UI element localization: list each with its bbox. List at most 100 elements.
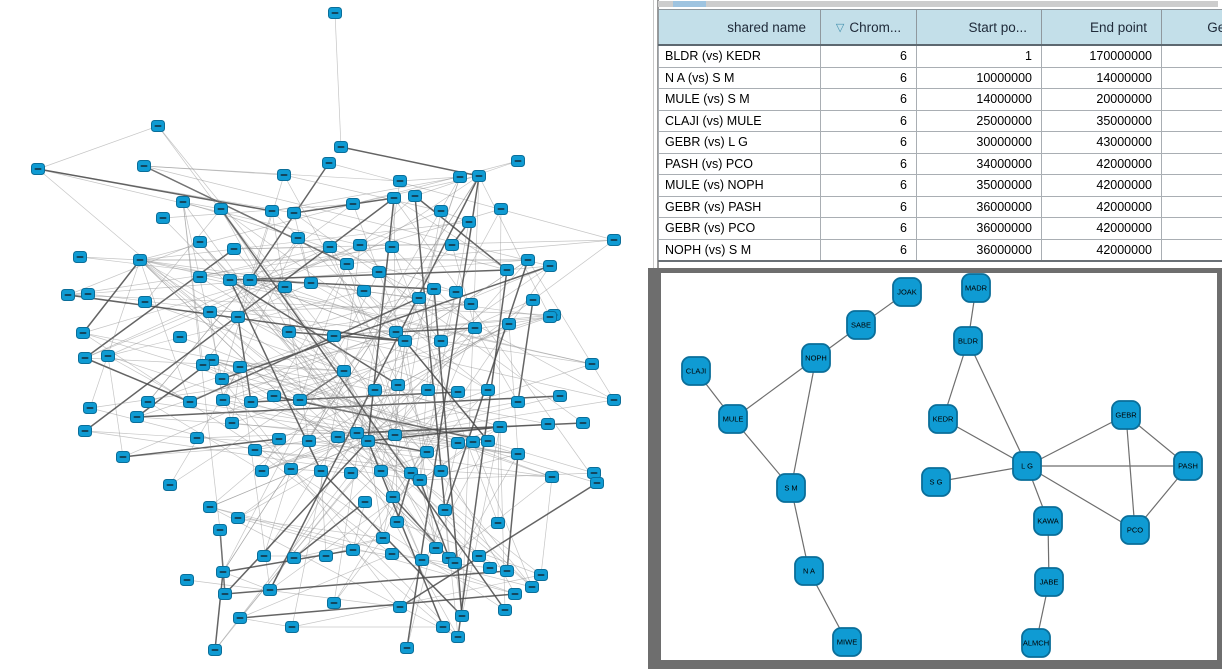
network-node[interactable]: [500, 264, 514, 276]
network-node[interactable]: [498, 604, 512, 616]
network-node[interactable]: [291, 232, 305, 244]
network-node[interactable]: [233, 361, 247, 373]
network-node[interactable]: [445, 239, 459, 251]
table-row[interactable]: N A (vs) S M610000000140000006.6: [658, 66, 1222, 89]
table-scrollbar-thumb[interactable]: [673, 1, 706, 7]
network-node[interactable]: [176, 196, 190, 208]
network-node[interactable]: [196, 359, 210, 371]
network-node[interactable]: [448, 557, 462, 569]
network-node[interactable]: [78, 352, 92, 364]
network-node[interactable]: [216, 566, 230, 578]
network-node[interactable]: [421, 384, 435, 396]
column-header[interactable]: Genetic...: [1161, 9, 1222, 46]
network-node[interactable]: [327, 597, 341, 609]
network-node[interactable]: [287, 207, 301, 219]
network-node[interactable]: [346, 544, 360, 556]
network-node[interactable]: [163, 479, 177, 491]
network-node[interactable]: [468, 322, 482, 334]
network-node[interactable]: [233, 612, 247, 624]
network-node[interactable]: [284, 463, 298, 475]
network-node[interactable]: [390, 516, 404, 528]
network-node[interactable]: [61, 289, 75, 301]
network-node[interactable]: [263, 584, 277, 596]
network-node[interactable]: [521, 254, 535, 266]
network-node[interactable]: [472, 170, 486, 182]
network-node[interactable]: [449, 286, 463, 298]
network-node[interactable]: [391, 379, 405, 391]
network-node[interactable]: [319, 550, 333, 562]
table-row[interactable]: GEBR (vs) PCO636000000420000008.4: [658, 217, 1222, 240]
network-node[interactable]: [361, 435, 375, 447]
network-node[interactable]: [438, 504, 452, 516]
network-node[interactable]: [415, 554, 429, 566]
network-node[interactable]: [590, 477, 604, 489]
network-node[interactable]: [493, 421, 507, 433]
network-node[interactable]: [466, 436, 480, 448]
network-node[interactable]: [231, 311, 245, 323]
network-node-s-m[interactable]: S M: [776, 473, 806, 503]
network-node[interactable]: [323, 241, 337, 253]
network-node[interactable]: [526, 294, 540, 306]
table-scrollbar-track[interactable]: [658, 1, 1218, 7]
network-node[interactable]: [455, 610, 469, 622]
network-node-mule[interactable]: MULE: [718, 404, 748, 434]
network-node[interactable]: [293, 394, 307, 406]
network-node[interactable]: [190, 432, 204, 444]
network-node[interactable]: [545, 471, 559, 483]
column-header[interactable]: ▽ Chrom...: [820, 9, 917, 46]
network-node[interactable]: [576, 417, 590, 429]
network-node[interactable]: [451, 386, 465, 398]
network-node[interactable]: [368, 384, 382, 396]
table-row[interactable]: MULE (vs) NOPH6350000004200000010.5: [658, 174, 1222, 197]
network-node[interactable]: [350, 427, 364, 439]
large-network-canvas[interactable]: [0, 0, 648, 669]
network-node[interactable]: [272, 433, 286, 445]
network-node[interactable]: [393, 175, 407, 187]
network-node[interactable]: [277, 169, 291, 181]
network-node[interactable]: [464, 298, 478, 310]
network-node[interactable]: [218, 588, 232, 600]
network-node[interactable]: [412, 292, 426, 304]
network-node[interactable]: [337, 365, 351, 377]
network-node[interactable]: [385, 548, 399, 560]
network-node[interactable]: [248, 444, 262, 456]
network-node-pash[interactable]: PASH: [1173, 451, 1203, 481]
network-node[interactable]: [76, 327, 90, 339]
table-row[interactable]: GEBR (vs) PASH636000000420000008.9: [658, 195, 1222, 218]
network-node[interactable]: [374, 465, 388, 477]
network-node-l-g[interactable]: L G: [1012, 451, 1042, 481]
table-row[interactable]: PASH (vs) PCO6340000004200000011.4: [658, 152, 1222, 175]
network-node-claji[interactable]: CLAJI: [681, 356, 711, 386]
network-node[interactable]: [398, 335, 412, 347]
network-node[interactable]: [265, 205, 279, 217]
network-node[interactable]: [434, 335, 448, 347]
network-node[interactable]: [203, 501, 217, 513]
network-node-miwe[interactable]: MIWE: [832, 627, 862, 657]
network-node[interactable]: [386, 491, 400, 503]
network-node[interactable]: [328, 7, 342, 19]
network-node[interactable]: [215, 373, 229, 385]
network-node[interactable]: [434, 465, 448, 477]
network-node[interactable]: [137, 160, 151, 172]
network-node[interactable]: [83, 402, 97, 414]
network-node[interactable]: [483, 562, 497, 574]
network-node[interactable]: [346, 198, 360, 210]
network-node[interactable]: [408, 190, 422, 202]
network-node[interactable]: [353, 239, 367, 251]
network-node[interactable]: [376, 532, 390, 544]
network-node[interactable]: [304, 277, 318, 289]
network-node-kawa[interactable]: KAWA: [1033, 506, 1063, 536]
network-node[interactable]: [511, 448, 525, 460]
network-node[interactable]: [541, 418, 555, 430]
network-node[interactable]: [78, 425, 92, 437]
network-node-joak[interactable]: JOAK: [892, 277, 922, 307]
network-node[interactable]: [156, 212, 170, 224]
network-node[interactable]: [81, 288, 95, 300]
network-node-s-g[interactable]: S G: [921, 467, 951, 497]
network-node[interactable]: [173, 331, 187, 343]
network-node[interactable]: [334, 141, 348, 153]
network-node[interactable]: [543, 311, 557, 323]
network-node[interactable]: [481, 384, 495, 396]
network-node[interactable]: [257, 550, 271, 562]
network-node[interactable]: [500, 565, 514, 577]
